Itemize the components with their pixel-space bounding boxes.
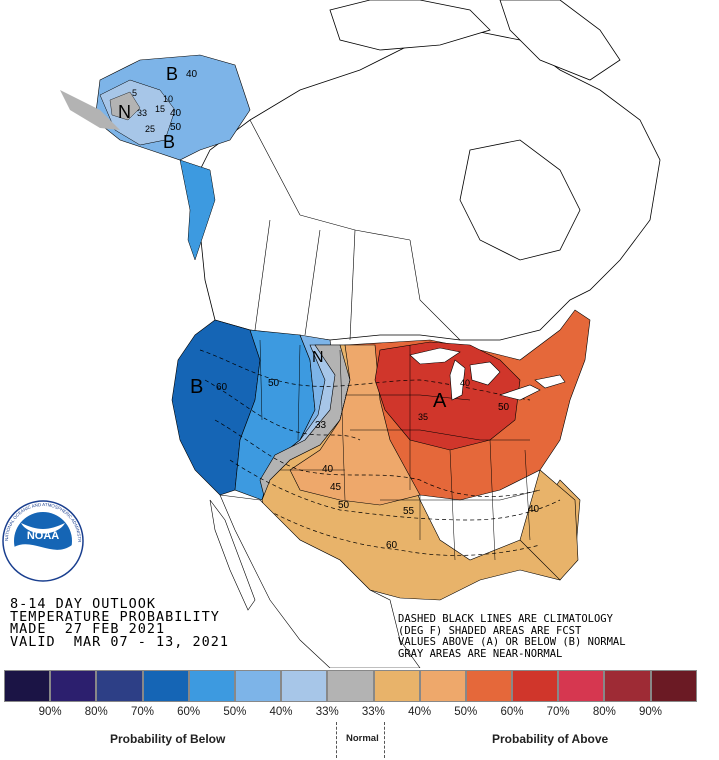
contour-33-plains: 33: [315, 420, 327, 431]
legend-percent: 33%: [361, 706, 385, 718]
legend-percent: 60%: [177, 706, 201, 718]
legend-swatch: [50, 670, 97, 702]
conus: [171, 309, 591, 601]
legend-swatch: [281, 670, 328, 702]
label-above-greatlakes: A: [433, 390, 447, 412]
mexico: [209, 494, 421, 668]
contour-50-west: 50: [268, 378, 280, 389]
normal-caption: Normal: [346, 733, 379, 744]
legend-percent: 40%: [269, 706, 293, 718]
label-below-west: B: [190, 376, 203, 398]
province-lines: [249, 119, 461, 341]
legend-notes: DASHED BLACK LINES ARE CLIMATOLOGY (DEG F…: [398, 613, 626, 660]
legend-spacer: [4, 706, 27, 718]
below-caption: Probability of Below: [110, 732, 226, 746]
noaa-logo-text: NOAA: [27, 530, 59, 542]
legend-swatch: [4, 670, 51, 702]
legend-percents: 90% 80% 70% 60% 50% 40% 33% 33% 40% 50% 60% 70% 80% 9…: [4, 706, 674, 718]
label-below-alaska-north: B: [166, 64, 178, 84]
legend-percent: 40%: [408, 706, 432, 718]
legend-percent: 50%: [223, 706, 247, 718]
contour-35: 35: [418, 412, 428, 422]
legend-swatch: [419, 670, 466, 702]
contour-50-east: 50: [498, 402, 510, 413]
contour-55: 55: [403, 506, 415, 517]
contour-60-west: 60: [216, 382, 228, 393]
contour-45: 45: [330, 482, 342, 493]
legend-swatch: [558, 670, 605, 702]
legend-swatch: [96, 670, 143, 702]
contour-ak-25: 25: [145, 124, 155, 134]
note-line-3: VALUES ABOVE (A) OR BELOW (B) NORMAL: [398, 636, 626, 648]
map-labels: B B B N N A 40 10 5 33 15 40 50 25 60 50…: [118, 64, 540, 551]
contour-ak-33: 33: [137, 108, 147, 118]
note-line-1: DASHED BLACK LINES ARE CLIMATOLOGY: [398, 613, 613, 625]
contour-ak-10: 10: [163, 94, 173, 104]
legend-swatch: [188, 670, 235, 702]
legend-percent: 90%: [639, 706, 663, 718]
legend-percent: 70%: [130, 706, 154, 718]
legend-swatch: [142, 670, 189, 702]
title-line-1: 8-14 DAY OUTLOOK: [10, 596, 157, 612]
legend-swatch: [234, 670, 282, 702]
legend-swatch: [465, 670, 513, 702]
normal-divider-right: [384, 722, 385, 758]
legend-swatches: [4, 670, 697, 702]
contour-ak-15: 15: [155, 104, 165, 114]
legend-percent: 33%: [315, 706, 339, 718]
contour-ak-50: 50: [170, 122, 182, 133]
contour-ak-40: 40: [186, 69, 198, 80]
legend-percent: 90%: [38, 706, 62, 718]
outlook-map: B B B N N A 40 10 5 33 15 40 50 25 60 50…: [2, 0, 661, 668]
contour-40-south: 40: [322, 464, 334, 475]
legend-percent: 80%: [84, 706, 108, 718]
landmass: [194, 0, 661, 341]
outlook-title-block: 8-14 DAY OUTLOOK TEMPERATURE PROBABILITY M…: [10, 598, 229, 648]
alaska-region: [60, 54, 251, 261]
title-line-3: MADE 27 FEB 2021: [10, 621, 166, 637]
contour-40-gl: 40: [460, 378, 470, 388]
legend-swatch: [327, 670, 374, 702]
climatology-lines: [199, 349, 561, 556]
legend-percent: 60%: [500, 706, 524, 718]
probability-legend: 90% 80% 70% 60% 50% 40% 33% 33% 40% 50% 60% 70% 80% 9…: [0, 670, 719, 760]
contour-ak-40b: 40: [170, 108, 182, 119]
contour-60-south: 60: [386, 540, 398, 551]
contour-ak-5: 5: [132, 88, 137, 98]
legend-swatch: [373, 670, 420, 702]
note-line-2: (DEG F) SHADED AREAS ARE FCST: [398, 624, 582, 637]
title-line-2: TEMPERATURE PROBABILITY: [10, 608, 220, 625]
normal-divider-left: [336, 722, 337, 758]
legend-swatch: [650, 670, 697, 702]
legend-percent: 80%: [592, 706, 616, 718]
great-lakes: [409, 347, 566, 401]
legend-percent: 50%: [454, 706, 478, 718]
label-below-alaska-south: B: [163, 132, 175, 152]
noaa-logo: NOAA NATIONAL OCEANIC AND ATMOSPHERIC AD…: [2, 500, 84, 582]
legend-swatch: [512, 670, 559, 702]
label-near-normal-plains: N: [312, 349, 324, 366]
title-line-4: VALID MAR 07 - 13, 2021: [10, 633, 230, 650]
legend-swatch: [604, 670, 651, 702]
contour-50-south: 50: [338, 500, 350, 511]
above-caption: Probability of Above: [492, 732, 609, 746]
note-line-4: GRAY AREAS ARE NEAR-NORMAL: [398, 647, 563, 660]
legend-percent: 70%: [546, 706, 570, 718]
label-near-normal-alaska: N: [118, 102, 131, 122]
contour-40-se: 40: [528, 504, 540, 515]
